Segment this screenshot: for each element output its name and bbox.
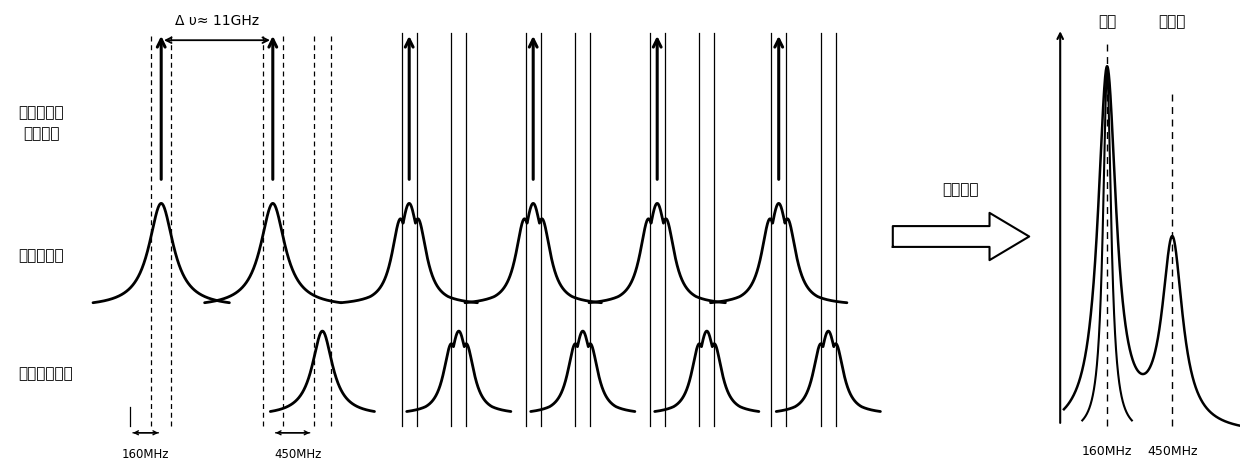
Text: 瑞利: 瑞利	[1097, 14, 1116, 29]
Text: 多波长激光
与本地光: 多波长激光 与本地光	[19, 105, 64, 141]
Text: Δ υ≈ 11GHz: Δ υ≈ 11GHz	[175, 14, 259, 28]
Text: 450MHz: 450MHz	[1147, 445, 1198, 458]
Text: 瑞利散射光: 瑞利散射光	[19, 248, 64, 263]
Polygon shape	[893, 213, 1029, 260]
Text: 相干拍频: 相干拍频	[942, 182, 980, 197]
Text: 布里渊: 布里渊	[1158, 14, 1185, 29]
Text: 160MHz: 160MHz	[122, 447, 170, 461]
Text: 布里渊散射光: 布里渊散射光	[19, 366, 73, 381]
Text: 450MHz: 450MHz	[274, 447, 321, 461]
Text: 160MHz: 160MHz	[1081, 445, 1132, 458]
